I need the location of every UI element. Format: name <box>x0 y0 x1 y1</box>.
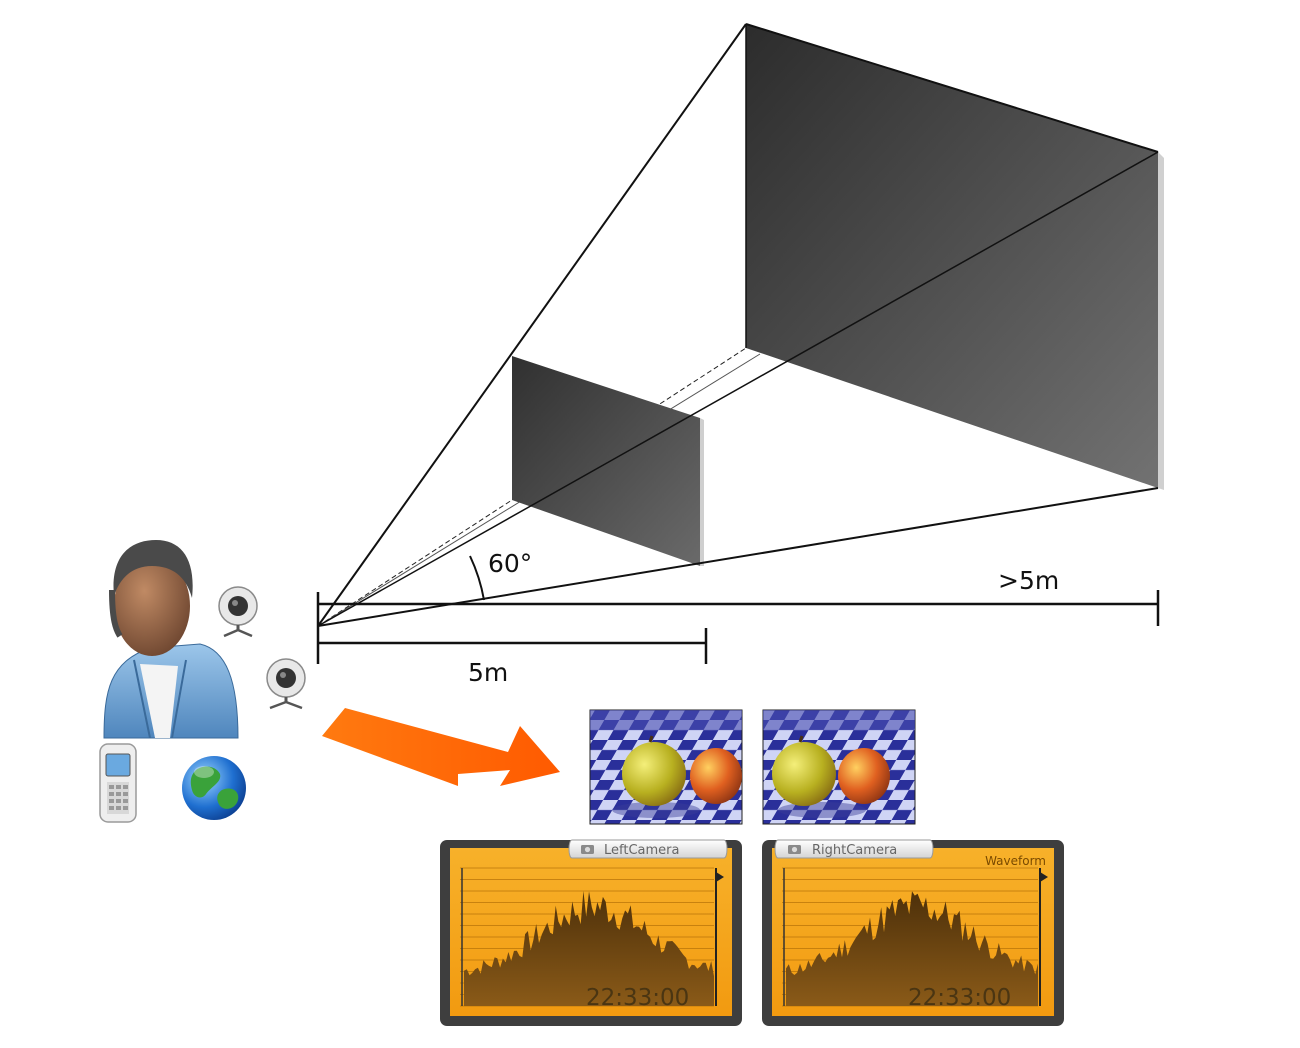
camera-icon <box>788 845 801 854</box>
camera-icon <box>581 845 594 854</box>
globe-icon <box>182 756 246 820</box>
webcam-icon-bottom <box>266 658 306 710</box>
centerline-dashed-a <box>317 347 747 627</box>
ray-top-right <box>317 151 1159 627</box>
right-waveform-panel: RightCamera Waveform 22:33:00 <box>762 839 1064 1026</box>
near-distance-label: 5m <box>468 658 508 687</box>
waveform-mode-label: Waveform <box>985 854 1046 868</box>
playhead-marker <box>1040 872 1048 882</box>
projection-frustum: 60° <box>317 23 1164 627</box>
left-waveform-panel: LeftCamera 22:33:00 <box>440 839 742 1026</box>
camera-tab-label: LeftCamera <box>604 843 679 858</box>
right-camera-image <box>762 709 916 825</box>
waveform-shape <box>464 890 714 1006</box>
camera-tab-label: RightCamera <box>812 843 897 858</box>
ray-bottom-right <box>317 487 1159 627</box>
far-screen <box>746 24 1158 488</box>
far-screen-top-edge <box>745 23 1159 153</box>
mobile-phone-icon <box>99 743 137 823</box>
playhead-marker <box>716 872 724 882</box>
timestamp-label: 22:33:00 <box>908 985 1011 1011</box>
camera-tab <box>568 839 728 859</box>
angle-arc <box>469 555 485 601</box>
angle-label: 60° <box>488 549 532 578</box>
left-camera-image <box>589 709 743 825</box>
far-distance-label: >5m <box>998 566 1059 595</box>
far-screen-edge <box>1158 152 1164 490</box>
near-screen-edge <box>700 418 704 566</box>
user-avatar-icon <box>103 540 239 739</box>
webcam-icon-top <box>218 586 258 638</box>
near-screen <box>512 356 700 566</box>
ray-top-left <box>317 23 747 627</box>
distance-dimensions: >5m 5m <box>316 566 1160 687</box>
camera-tab <box>774 839 934 859</box>
arrow-icon <box>322 708 560 786</box>
timestamp-label: 22:33:00 <box>586 985 689 1011</box>
waveform-shape <box>786 891 1038 1006</box>
